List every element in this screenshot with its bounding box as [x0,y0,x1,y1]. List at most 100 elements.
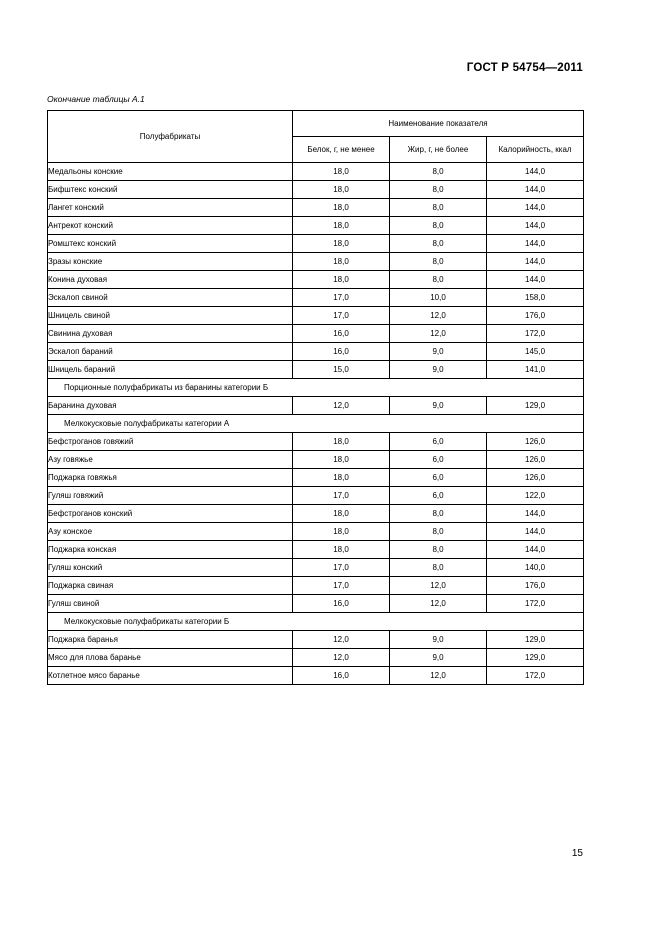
cell-calories: 144,0 [485,522,585,541]
cell-fat: 6,0 [389,432,487,451]
cell-name: Поджарка говяжья [47,468,293,487]
cell-protein: 12,0 [292,630,390,649]
cell-protein: 17,0 [292,486,390,505]
cell-calories: 126,0 [485,432,585,451]
table-row: Шницель бараний 15,0 9,0 141,0 [47,360,585,379]
cell-name: Гуляш конский [47,558,293,577]
cell-name: Бифштекс конский [47,180,293,199]
cell-name: Котлетное мясо баранье [47,666,293,685]
table-row: Гуляш говяжий 17,0 6,0 122,0 [47,486,585,505]
cell-protein: 18,0 [292,432,390,451]
cell-protein: 18,0 [292,540,390,559]
table-row: Медальоны конские 18,0 8,0 144,0 [47,162,585,181]
cell-name: Медальоны конские [47,162,293,181]
cell-fat: 12,0 [389,324,487,343]
cell-protein: 16,0 [292,342,390,361]
cell-name: Эскалоп бараний [47,342,293,361]
table-section-row: Мелкокусковые полуфабрикаты категории А [46,414,585,433]
cell-name: Поджарка баранья [47,630,293,649]
cell-calories: 129,0 [485,648,585,667]
cell-calories: 122,0 [485,486,585,505]
cell-name: Поджарка свиная [47,576,293,595]
cell-fat: 8,0 [389,270,487,289]
table-row: Котлетное мясо баранье 16,0 12,0 172,0 [47,666,585,685]
table-row: Зразы конские 18,0 8,0 144,0 [47,252,585,271]
table-row: Свинина духовая 16,0 12,0 172,0 [47,324,585,343]
cell-fat: 8,0 [389,504,487,523]
cell-name: Азу конское [47,522,293,541]
standard-header: ГОСТ Р 54754—2011 [466,62,583,74]
cell-calories: 144,0 [485,234,585,253]
cell-name: Зразы конские [47,252,293,271]
column-header-fat: Жир, г, не более [389,136,487,163]
cell-protein: 18,0 [292,252,390,271]
cell-name: Бефстроганов говяжий [47,432,293,451]
table-row: Поджарка говяжья 18,0 6,0 126,0 [47,468,585,487]
cell-protein: 12,0 [292,396,390,415]
column-header-protein: Белок, г, не менее [292,136,390,163]
cell-calories: 144,0 [485,216,585,235]
cell-protein: 18,0 [292,198,390,217]
table-row: Ромштекс конский 18,0 8,0 144,0 [47,234,585,253]
cell-name: Конина духовая [47,270,293,289]
table-row: Бефстроганов говяжий 18,0 6,0 126,0 [47,432,585,451]
cell-fat: 9,0 [389,360,487,379]
cell-name: Эскалоп свиной [47,288,293,307]
cell-fat: 6,0 [389,468,487,487]
cell-protein: 18,0 [292,468,390,487]
section-label: Мелкокусковые полуфабрикаты категории А [46,414,585,433]
cell-calories: 144,0 [485,270,585,289]
cell-fat: 12,0 [389,666,487,685]
nutrition-table: Полуфабрикаты Наименование показателя Бе… [46,110,585,685]
cell-calories: 126,0 [485,450,585,469]
table-row: Эскалоп свиной 17,0 10,0 158,0 [47,288,585,307]
cell-protein: 16,0 [292,324,390,343]
column-header-group: Наименование показателя [291,110,585,137]
cell-protein: 18,0 [292,450,390,469]
cell-fat: 9,0 [389,396,487,415]
cell-fat: 9,0 [389,630,487,649]
table-row: Шницель свиной 17,0 12,0 176,0 [47,306,585,325]
table-row: Гуляш конский 17,0 8,0 140,0 [47,558,585,577]
table-section-row: Порционные полуфабрикаты из баранины кат… [46,378,585,397]
cell-protein: 12,0 [292,648,390,667]
cell-fat: 12,0 [389,306,487,325]
cell-calories: 144,0 [485,540,585,559]
cell-protein: 18,0 [292,180,390,199]
cell-fat: 8,0 [389,540,487,559]
cell-calories: 144,0 [485,198,585,217]
cell-protein: 15,0 [292,360,390,379]
table-row: Поджарка конская 18,0 8,0 144,0 [47,540,585,559]
cell-name: Поджарка конская [47,540,293,559]
table-header-row-1: Полуфабрикаты Наименование показателя [47,110,585,163]
cell-calories: 129,0 [485,630,585,649]
cell-name: Ромштекс конский [47,234,293,253]
cell-calories: 140,0 [485,558,585,577]
cell-fat: 8,0 [389,162,487,181]
cell-calories: 145,0 [485,342,585,361]
cell-fat: 9,0 [389,342,487,361]
cell-calories: 141,0 [485,360,585,379]
cell-protein: 17,0 [292,576,390,595]
cell-calories: 126,0 [485,468,585,487]
table-row: Антрекот конский 18,0 8,0 144,0 [47,216,585,235]
table-row: Гуляш свиной 16,0 12,0 172,0 [47,594,585,613]
cell-fat: 12,0 [389,594,487,613]
cell-protein: 16,0 [292,594,390,613]
cell-calories: 176,0 [485,306,585,325]
cell-name: Антрекот конский [47,216,293,235]
table-row: Лангет конский 18,0 8,0 144,0 [47,198,585,217]
cell-name: Лангет конский [47,198,293,217]
cell-fat: 10,0 [389,288,487,307]
cell-calories: 172,0 [485,324,585,343]
cell-fat: 8,0 [389,558,487,577]
column-header-name: Полуфабрикаты [47,110,293,163]
table-row: Мясо для плова баранье 12,0 9,0 129,0 [47,648,585,667]
cell-protein: 18,0 [292,162,390,181]
cell-name: Свинина духовая [47,324,293,343]
table-caption: Окончание таблицы А.1 [47,94,145,104]
cell-fat: 6,0 [389,486,487,505]
table-container: Полуфабрикаты Наименование показателя Бе… [46,110,585,685]
cell-name: Мясо для плова баранье [47,648,293,667]
section-label: Мелкокусковые полуфабрикаты категории Б [46,612,585,631]
